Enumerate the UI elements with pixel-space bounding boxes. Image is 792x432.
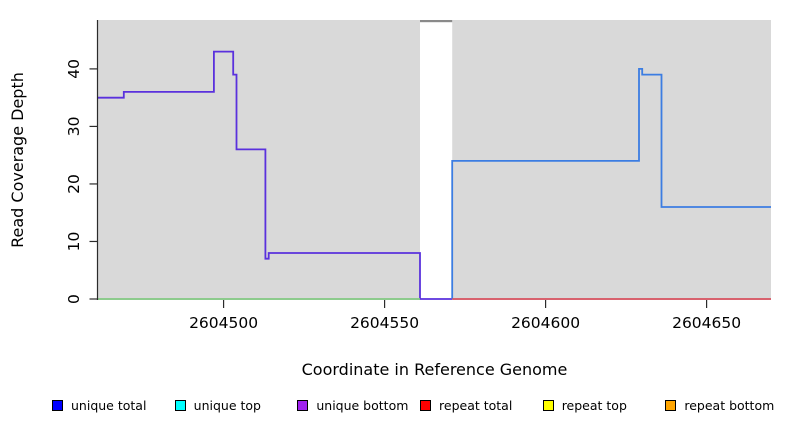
y-tick-label: 30 bbox=[65, 117, 83, 137]
x-tick-label: 2604550 bbox=[350, 314, 419, 332]
y-axis-title: Read Coverage Depth bbox=[8, 72, 27, 248]
legend-swatch bbox=[297, 400, 309, 411]
chart-legend: unique total unique top unique bottom repea… bbox=[0, 398, 792, 413]
legend-item: unique bottom bbox=[297, 398, 420, 413]
legend-swatch bbox=[420, 400, 432, 411]
legend-label: unique total bbox=[71, 398, 147, 413]
series-unique-total-line bbox=[451, 68, 771, 299]
legend-label: repeat bottom bbox=[684, 398, 775, 413]
legend-label: unique bottom bbox=[316, 398, 409, 413]
gap-top-bar bbox=[420, 20, 453, 23]
legend-label: unique top bbox=[193, 398, 261, 413]
y-tick-label: 0 bbox=[65, 294, 83, 304]
legend-swatch bbox=[174, 400, 186, 411]
y-tick-label: 10 bbox=[65, 232, 83, 252]
legend-swatch bbox=[52, 400, 63, 411]
x-tick-label: 2604600 bbox=[511, 314, 580, 332]
legend-item: unique top bbox=[174, 398, 298, 413]
x-axis-title: Coordinate in Reference Genome bbox=[301, 360, 568, 379]
legend-item: repeat total bbox=[420, 398, 543, 413]
y-tick-label: 20 bbox=[65, 174, 83, 194]
legend-item: repeat bottom bbox=[665, 398, 788, 413]
legend-swatch bbox=[542, 400, 554, 411]
legend-item: unique total bbox=[52, 398, 175, 413]
x-tick-label: 2604650 bbox=[672, 314, 741, 332]
legend-swatch bbox=[665, 400, 677, 411]
series-unique-bottom-line bbox=[98, 50, 453, 300]
y-tick-label: 40 bbox=[65, 59, 83, 79]
x-tick-label: 2604500 bbox=[189, 314, 258, 332]
plot-panel-left bbox=[98, 20, 421, 300]
legend-label: repeat top bbox=[561, 398, 627, 413]
legend-item: repeat top bbox=[542, 398, 666, 413]
legend-label: repeat total bbox=[439, 398, 513, 413]
